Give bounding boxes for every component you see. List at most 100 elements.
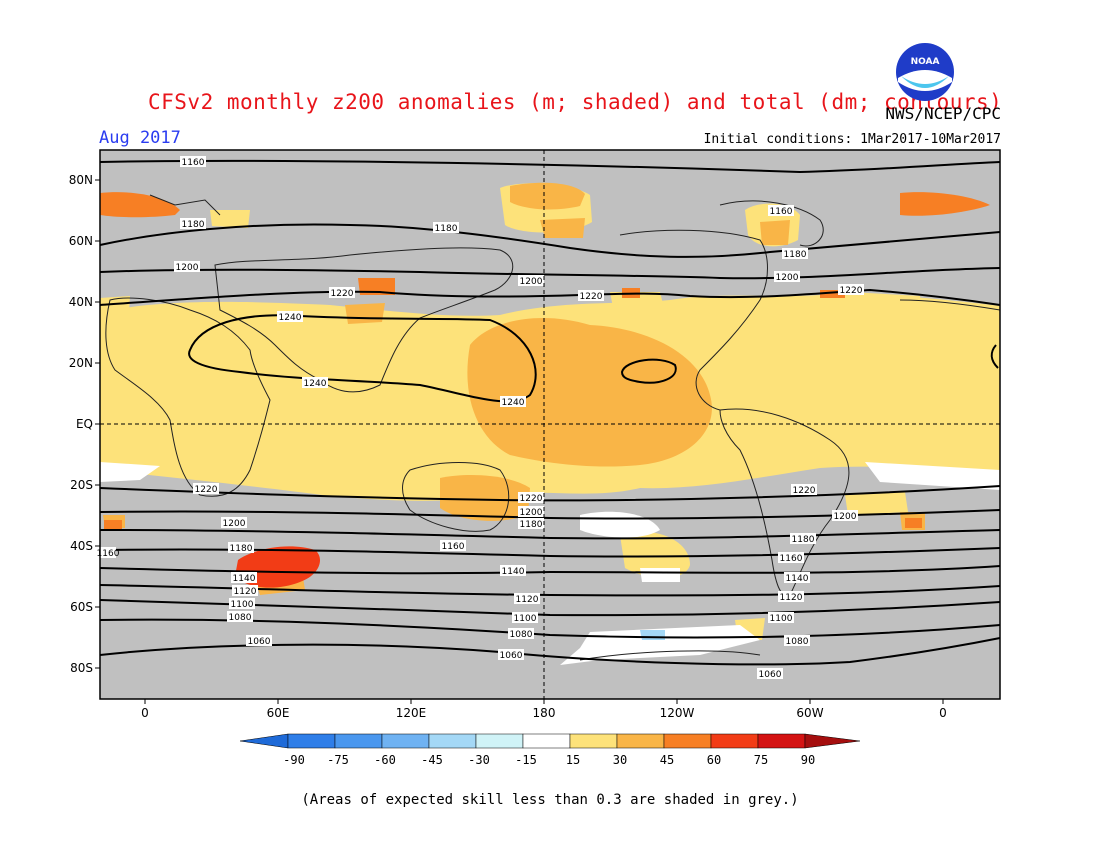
contour-label: 1220 xyxy=(518,492,544,504)
svg-text:1220: 1220 xyxy=(793,486,816,496)
anomaly-region-30-45 xyxy=(510,182,585,210)
colorbar-label: -15 xyxy=(515,753,537,767)
anomaly-region-neutral xyxy=(100,462,160,482)
contour-label: 1060 xyxy=(498,649,524,661)
svg-text:1220: 1220 xyxy=(580,292,603,302)
anomaly-region-45-60 xyxy=(900,192,990,216)
colorbar-label: 90 xyxy=(801,753,815,767)
svg-text:1160: 1160 xyxy=(770,207,793,217)
svg-text:1180: 1180 xyxy=(182,220,205,230)
logo-text: NOAA xyxy=(911,57,940,67)
contour-1220 xyxy=(99,288,1001,306)
contour-label: 1200 xyxy=(518,506,544,518)
anomaly-region-30-45 xyxy=(345,303,385,324)
contour-label: 1140 xyxy=(231,572,257,584)
contour-label: 1220 xyxy=(329,287,355,299)
contour-1200 xyxy=(99,267,1001,280)
contour-label: 1220 xyxy=(838,284,864,296)
contour-label: 1160 xyxy=(768,205,794,217)
svg-text:1240: 1240 xyxy=(502,398,525,408)
contour-label: 1120 xyxy=(232,585,258,597)
svg-text:1200: 1200 xyxy=(834,512,857,522)
contour-label: 1240 xyxy=(500,396,526,408)
colorbar-labels: -90 -75 -60 -45 -30 -15 15 30 45 60 75 9… xyxy=(283,753,815,767)
colorbar-box xyxy=(616,733,665,749)
contour-label: 1200 xyxy=(518,275,544,287)
svg-text:1080: 1080 xyxy=(229,613,252,623)
anomaly-region-45-60 xyxy=(100,192,180,218)
contour-1180 xyxy=(99,529,1001,540)
svg-text:1220: 1220 xyxy=(520,494,543,504)
lat-label: 60N xyxy=(69,234,93,248)
anomaly-region-30-45 xyxy=(440,475,530,521)
colorbar-label: -75 xyxy=(327,753,349,767)
svg-text:1080: 1080 xyxy=(510,630,533,640)
svg-text:1100: 1100 xyxy=(770,614,793,624)
colorbar-label: 45 xyxy=(660,753,674,767)
colorbar-box xyxy=(663,733,712,749)
svg-text:1100: 1100 xyxy=(514,614,537,624)
lat-label: 80N xyxy=(69,173,93,187)
contour-1160 xyxy=(99,159,1001,174)
contour-1180 xyxy=(99,223,1001,258)
contour-label: 1160 xyxy=(97,547,120,559)
anomaly-region-neutral xyxy=(640,568,680,582)
contour-1240 xyxy=(990,344,999,369)
svg-text:1200: 1200 xyxy=(223,519,246,529)
agency-label: NWS/NCEP/CPC xyxy=(885,104,1001,123)
contour-labels: 1160 1180 1180 1160 1180 1200 1200 1200 … xyxy=(97,156,864,680)
lat-label: EQ xyxy=(76,417,93,431)
lon-axis: 0 60E 120E 180 120W 60W 0 xyxy=(141,699,947,720)
colorbar-box xyxy=(569,733,618,749)
colorbar-arrow-low xyxy=(239,733,289,749)
contour-label: 1160 xyxy=(440,540,466,552)
contour-1140 xyxy=(99,565,1001,575)
svg-text:1180: 1180 xyxy=(435,224,458,234)
lon-label: 120E xyxy=(396,706,427,720)
lon-label: 120W xyxy=(660,706,695,720)
contour-label: 1200 xyxy=(832,510,858,522)
svg-text:1140: 1140 xyxy=(786,574,809,584)
contour-label: 1060 xyxy=(246,635,272,647)
contour-label: 1220 xyxy=(578,290,604,302)
svg-text:1060: 1060 xyxy=(500,651,523,661)
svg-text:1180: 1180 xyxy=(792,535,815,545)
colorbar-label: 75 xyxy=(754,753,768,767)
colorbar-label: 60 xyxy=(707,753,721,767)
svg-text:1120: 1120 xyxy=(516,595,539,605)
colorbar-box xyxy=(757,733,806,749)
contour-label: 1220 xyxy=(193,483,219,495)
anomaly-region-30-45 xyxy=(760,220,790,245)
anomaly-region-15-30 xyxy=(620,531,690,579)
svg-text:1240: 1240 xyxy=(279,313,302,323)
anomaly-region-45-60 xyxy=(358,278,395,295)
svg-text:1160: 1160 xyxy=(442,542,465,552)
anomaly-region-30-45 xyxy=(540,218,585,238)
svg-text:1200: 1200 xyxy=(776,273,799,283)
contour-label: 1100 xyxy=(768,612,794,624)
noaa-logo: NOAA xyxy=(896,43,954,101)
svg-text:1100: 1100 xyxy=(231,600,254,610)
colorbar-box xyxy=(475,733,524,749)
lat-axis: 80N 60N 40N 20N EQ 20S 40S 60S 80S xyxy=(69,173,100,675)
contour-label: 1120 xyxy=(778,591,804,603)
contour-label: 1080 xyxy=(227,611,253,623)
colorbar-label: 30 xyxy=(613,753,627,767)
contour-label: 1200 xyxy=(774,271,800,283)
colorbar-label: -30 xyxy=(468,753,490,767)
svg-text:1060: 1060 xyxy=(248,637,271,647)
anomaly-region-45-60 xyxy=(104,520,122,530)
lon-label: 0 xyxy=(939,706,947,720)
svg-text:1140: 1140 xyxy=(233,574,256,584)
lon-label: 60E xyxy=(267,706,290,720)
colorbar-box xyxy=(381,733,430,749)
svg-text:1180: 1180 xyxy=(230,544,253,554)
contour-label: 1080 xyxy=(508,628,534,640)
colorbar-label: -60 xyxy=(374,753,396,767)
contour-label: 1160 xyxy=(180,156,206,168)
contour-label: 1120 xyxy=(514,593,540,605)
contour-label: 1240 xyxy=(302,377,328,389)
colorbar-box xyxy=(428,733,477,749)
contour-label: 1140 xyxy=(784,572,810,584)
